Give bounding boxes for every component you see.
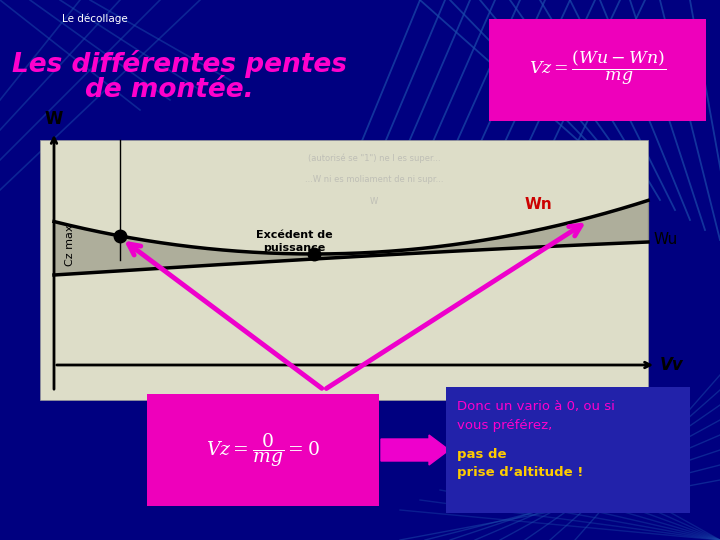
Text: Vv: Vv bbox=[660, 356, 684, 374]
Text: W: W bbox=[370, 198, 378, 206]
Text: ...W ni es moliament de ni supr...: ...W ni es moliament de ni supr... bbox=[305, 176, 444, 185]
FancyArrow shape bbox=[381, 435, 449, 465]
Text: Excédent de
puissance: Excédent de puissance bbox=[256, 230, 333, 253]
Text: Wn: Wn bbox=[524, 197, 552, 212]
Text: $Vz = \dfrac{0}{mg} = 0$: $Vz = \dfrac{0}{mg} = 0$ bbox=[206, 431, 320, 469]
Text: Donc un vario à 0, ou si
vous préférez,: Donc un vario à 0, ou si vous préférez, bbox=[457, 400, 615, 432]
Text: Cz max: Cz max bbox=[65, 224, 75, 266]
Text: Wu: Wu bbox=[653, 233, 678, 247]
Text: W: W bbox=[45, 110, 63, 128]
Text: pas de
prise d’altitude !: pas de prise d’altitude ! bbox=[457, 448, 583, 479]
Text: (autorisé se "1") ne l es super...: (autorisé se "1") ne l es super... bbox=[307, 153, 441, 163]
Text: $Vz = \dfrac{(Wu - Wn)}{mg}$: $Vz = \dfrac{(Wu - Wn)}{mg}$ bbox=[528, 49, 666, 87]
FancyBboxPatch shape bbox=[446, 387, 690, 513]
Text: de montée.: de montée. bbox=[85, 77, 253, 103]
FancyBboxPatch shape bbox=[40, 140, 648, 400]
FancyBboxPatch shape bbox=[489, 19, 706, 121]
Text: Le décollage: Le décollage bbox=[62, 13, 127, 24]
Text: Les différentes pentes: Les différentes pentes bbox=[12, 50, 347, 78]
FancyBboxPatch shape bbox=[147, 394, 379, 506]
